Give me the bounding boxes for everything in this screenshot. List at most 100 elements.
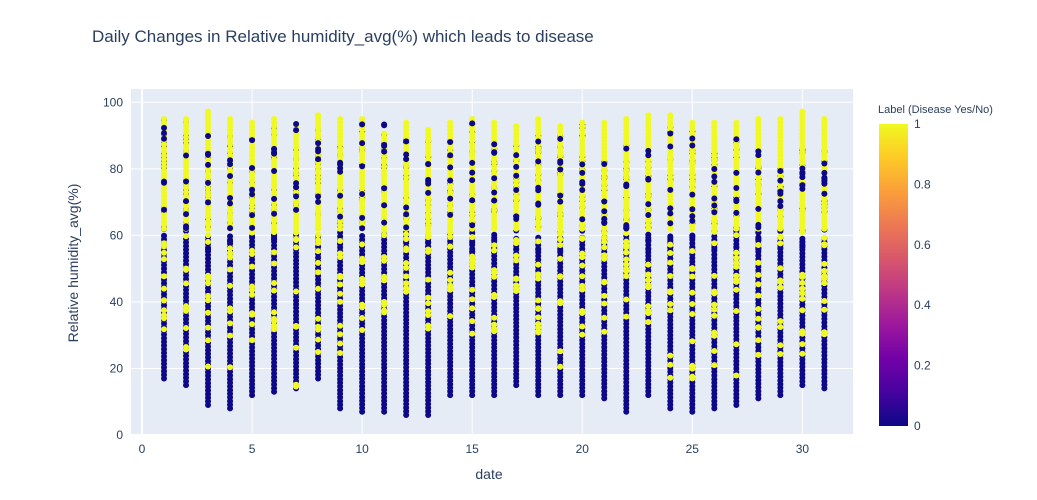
data-point[interactable] [161, 249, 168, 256]
data-point[interactable] [689, 206, 696, 213]
data-point[interactable] [579, 169, 586, 176]
data-point[interactable] [777, 284, 784, 291]
data-point[interactable] [425, 234, 432, 241]
data-point[interactable] [711, 228, 718, 235]
data-point[interactable] [623, 222, 630, 229]
data-point[interactable] [623, 242, 630, 249]
data-point[interactable] [469, 169, 476, 176]
data-point[interactable] [645, 271, 652, 278]
data-point[interactable] [733, 243, 740, 250]
data-point[interactable] [447, 234, 454, 241]
data-point[interactable] [315, 315, 322, 322]
data-point[interactable] [733, 272, 740, 279]
data-point[interactable] [447, 282, 454, 289]
data-point[interactable] [337, 250, 344, 257]
data-point[interactable] [271, 287, 278, 294]
data-point[interactable] [557, 123, 564, 130]
data-point[interactable] [205, 232, 212, 239]
data-point[interactable] [711, 362, 718, 369]
data-point[interactable] [315, 323, 322, 330]
data-point[interactable] [161, 232, 168, 239]
data-point[interactable] [447, 177, 454, 184]
data-point[interactable] [557, 231, 564, 238]
data-point[interactable] [579, 254, 586, 261]
data-point[interactable] [205, 179, 212, 186]
data-point[interactable] [601, 215, 608, 222]
data-point[interactable] [315, 148, 322, 155]
data-point[interactable] [755, 315, 762, 322]
data-point[interactable] [755, 281, 762, 288]
data-point[interactable] [469, 234, 476, 241]
data-point[interactable] [557, 242, 564, 249]
data-point[interactable] [799, 279, 806, 286]
data-point[interactable] [249, 251, 256, 258]
data-point[interactable] [601, 244, 608, 251]
data-point[interactable] [799, 165, 806, 172]
data-point[interactable] [315, 237, 322, 244]
data-point[interactable] [425, 126, 432, 133]
data-point[interactable] [337, 115, 344, 122]
data-point[interactable] [161, 243, 168, 250]
data-point[interactable] [227, 250, 234, 257]
data-point[interactable] [711, 209, 718, 216]
data-point[interactable] [271, 249, 278, 256]
data-point[interactable] [689, 300, 696, 307]
data-point[interactable] [667, 130, 674, 137]
data-point[interactable] [249, 337, 256, 344]
data-point[interactable] [205, 337, 212, 344]
data-point[interactable] [491, 119, 498, 126]
data-point[interactable] [469, 318, 476, 325]
data-point[interactable] [601, 238, 608, 245]
data-point[interactable] [227, 245, 234, 252]
data-point[interactable] [227, 115, 234, 122]
data-point[interactable] [513, 239, 520, 246]
data-point[interactable] [579, 262, 586, 269]
data-point[interactable] [359, 115, 366, 122]
data-point[interactable] [711, 301, 718, 308]
data-point[interactable] [359, 241, 366, 248]
data-point[interactable] [689, 338, 696, 345]
data-point[interactable] [249, 229, 256, 236]
data-point[interactable] [579, 161, 586, 168]
data-point[interactable] [491, 149, 498, 156]
data-point[interactable] [315, 285, 322, 292]
data-point[interactable] [491, 242, 498, 249]
data-point[interactable] [337, 350, 344, 357]
data-point[interactable] [799, 295, 806, 302]
data-point[interactable] [381, 227, 388, 234]
data-point[interactable] [733, 341, 740, 348]
data-point[interactable] [161, 315, 168, 322]
data-point[interactable] [821, 306, 828, 313]
data-point[interactable] [733, 232, 740, 239]
data-point[interactable] [403, 236, 410, 243]
data-point[interactable] [183, 233, 190, 240]
data-point[interactable] [557, 298, 564, 305]
data-point[interactable] [271, 322, 278, 329]
data-point[interactable] [645, 277, 652, 284]
data-point[interactable] [711, 195, 718, 202]
data-point[interactable] [161, 256, 168, 263]
data-point[interactable] [689, 191, 696, 198]
data-point[interactable] [777, 198, 784, 205]
data-point[interactable] [667, 307, 674, 314]
data-point[interactable] [733, 196, 740, 203]
data-point[interactable] [623, 256, 630, 263]
data-point[interactable] [227, 195, 234, 202]
data-point[interactable] [425, 178, 432, 185]
data-point[interactable] [447, 229, 454, 236]
data-point[interactable] [425, 300, 432, 307]
data-point[interactable] [689, 373, 696, 380]
data-point[interactable] [315, 336, 322, 343]
data-point[interactable] [667, 301, 674, 308]
data-point[interactable] [645, 231, 652, 238]
data-point[interactable] [227, 332, 234, 339]
data-point[interactable] [381, 143, 388, 150]
data-point[interactable] [777, 265, 784, 272]
data-point[interactable] [381, 274, 388, 281]
data-point[interactable] [227, 238, 234, 245]
data-point[interactable] [249, 224, 256, 231]
data-point[interactable] [645, 112, 652, 119]
data-point[interactable] [755, 115, 762, 122]
data-point[interactable] [359, 315, 366, 322]
data-point[interactable] [315, 248, 322, 255]
